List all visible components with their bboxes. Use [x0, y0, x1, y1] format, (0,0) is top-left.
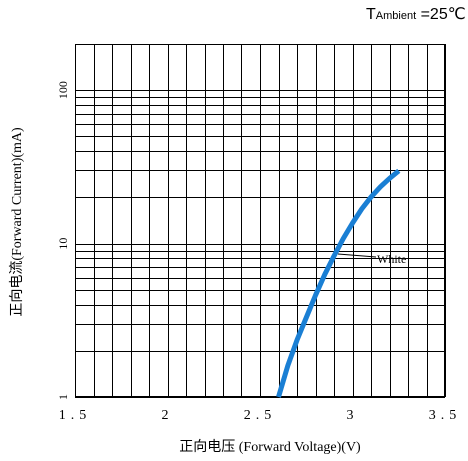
x-tick-label: 2.5: [244, 408, 277, 423]
x-tick-label: 1.5: [59, 408, 92, 423]
y-tick-label: 10: [56, 238, 70, 250]
annotation-subscript: Ambient: [376, 10, 416, 22]
ambient-temperature-annotation: TAmbient =25℃: [366, 6, 466, 23]
x-axis-label: 正向电压 (Forward Voltage)(V): [179, 439, 361, 455]
y-tick-labels: 1 10 100: [56, 81, 70, 400]
x-tick-labels: 1.5 2 2.5 3 3.5: [59, 408, 462, 423]
annotation-suffix: =25℃: [416, 6, 466, 23]
y-tick-label: 100: [56, 81, 70, 99]
series-label-white: White: [377, 252, 406, 266]
grid: [74, 43, 446, 398]
series-label-leader: [337, 253, 377, 258]
series-labels: White: [337, 252, 406, 266]
x-tick-label: 2: [162, 408, 174, 423]
x-tick-label: 3: [347, 408, 359, 423]
plot-frame: [74, 43, 446, 398]
y-tick-label: 1: [56, 394, 70, 400]
curve-layer: [276, 168, 401, 398]
x-tick-label: 3.5: [429, 408, 462, 423]
annotation-prefix: T: [366, 6, 376, 23]
y-axis-label: 正向电流(Forward Current)(mA): [9, 127, 25, 317]
series-line-white: [276, 168, 401, 398]
